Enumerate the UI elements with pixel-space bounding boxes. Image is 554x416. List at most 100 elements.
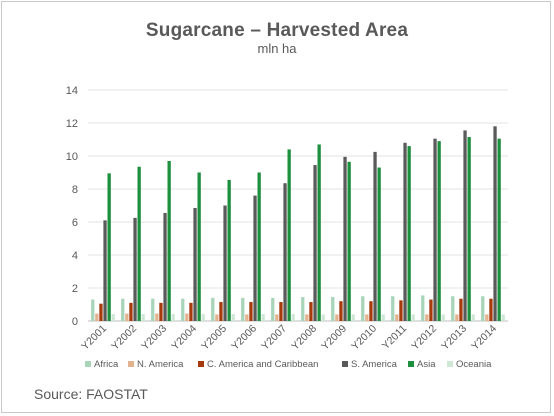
bar-africa	[451, 296, 455, 321]
bar-s-america	[313, 165, 317, 321]
bar-c-america-and-caribbean	[279, 302, 283, 321]
y-tick-label: 14	[66, 85, 78, 97]
legend-label: S. America	[351, 359, 398, 370]
x-tick-label: Y2013	[439, 323, 469, 353]
x-tick-label: Y2009	[319, 323, 349, 353]
gridlines	[88, 89, 508, 322]
bar-n-america	[395, 314, 399, 321]
bar-s-america	[223, 205, 227, 321]
bar-asia	[227, 179, 231, 321]
source-note: Source: FAOSTAT	[34, 386, 148, 402]
bar-oceania	[111, 314, 115, 321]
legend-label: Asia	[417, 359, 436, 370]
bar-oceania	[471, 314, 475, 321]
bar-asia	[107, 173, 111, 321]
bar-n-america	[365, 314, 369, 321]
legend-swatch	[342, 361, 348, 367]
bar-asia	[467, 137, 471, 321]
bar-asia	[407, 146, 411, 321]
bar-n-america	[425, 314, 429, 321]
bar-africa	[181, 298, 185, 321]
bar-c-america-and-caribbean	[129, 302, 133, 321]
bar-c-america-and-caribbean	[429, 299, 433, 321]
legend-swatch	[408, 361, 414, 367]
bar-s-america	[253, 195, 257, 321]
legend-swatch	[198, 361, 204, 367]
bar-africa	[331, 297, 335, 321]
bar-s-america	[163, 212, 167, 321]
bar-oceania	[321, 314, 325, 321]
bar-africa	[391, 296, 395, 321]
x-tick-label: Y2008	[289, 323, 319, 353]
bar-s-america	[433, 138, 437, 321]
bar-africa	[211, 297, 215, 321]
y-tick-label: 2	[72, 283, 78, 295]
bar-asia	[257, 172, 261, 321]
bar-africa	[301, 297, 305, 321]
bar-africa	[91, 299, 95, 321]
bar-africa	[151, 298, 155, 321]
bar-asia	[347, 161, 351, 321]
x-tick-label: Y2003	[139, 323, 169, 353]
bar-africa	[361, 296, 365, 321]
x-tick-label: Y2007	[259, 323, 289, 353]
bar-africa	[481, 296, 485, 321]
bar-c-america-and-caribbean	[219, 302, 223, 321]
bar-s-america	[343, 156, 347, 321]
bar-n-america	[95, 313, 99, 321]
bar-s-america	[373, 151, 377, 321]
x-tick-label: Y2014	[469, 323, 499, 353]
legend-label: N. America	[137, 359, 184, 370]
bar-c-america-and-caribbean	[339, 301, 343, 321]
y-tick-label: 10	[66, 151, 78, 163]
bar-oceania	[261, 314, 265, 321]
bar-oceania	[141, 314, 145, 321]
bar-asia	[167, 160, 171, 321]
bar-n-america	[155, 313, 159, 321]
bar-n-america	[215, 314, 219, 321]
x-axis-ticks: Y2001 Y2002 Y2003 Y2004 Y2005 Y2006 Y2007 Y2008…	[79, 323, 499, 353]
y-axis-ticks: 0 2 4 6 8 10 12 14	[66, 85, 78, 328]
bar-africa	[271, 297, 275, 321]
y-tick-label: 4	[72, 250, 78, 262]
bar-africa	[121, 298, 125, 321]
legend: Africa N. America C. America and Caribbean…	[85, 359, 492, 370]
bar-s-america	[403, 142, 407, 321]
bar-c-america-and-caribbean	[189, 302, 193, 321]
legend-swatch	[447, 361, 453, 367]
x-tick-label: Y2006	[229, 323, 259, 353]
bar-africa	[421, 295, 425, 321]
bar-africa	[241, 297, 245, 321]
bar-oceania	[231, 314, 235, 321]
bar-asia	[437, 141, 441, 321]
bar-n-america	[335, 314, 339, 321]
chart-title: Sugarcane – Harvested Area	[145, 20, 409, 41]
x-tick-label: Y2011	[380, 323, 410, 353]
bar-asia	[287, 149, 291, 321]
bar-s-america	[493, 126, 497, 321]
bar-oceania	[171, 314, 175, 321]
bar-oceania	[441, 314, 445, 321]
bar-n-america	[185, 313, 189, 321]
bar-oceania	[291, 314, 295, 321]
bar-asia	[497, 138, 501, 321]
bar-c-america-and-caribbean	[459, 298, 463, 321]
legend-label: Africa	[94, 359, 119, 370]
bar-n-america	[275, 314, 279, 321]
x-tick-label: Y2001	[79, 323, 109, 353]
legend-label: Oceania	[456, 359, 492, 370]
x-tick-label: Y2002	[109, 323, 139, 353]
bar-oceania	[351, 314, 355, 321]
bar-asia	[137, 166, 141, 321]
bar-asia	[317, 144, 321, 321]
bar-s-america	[103, 220, 107, 321]
bar-c-america-and-caribbean	[369, 301, 373, 321]
x-tick-label: Y2012	[409, 323, 439, 353]
y-tick-label: 6	[72, 217, 78, 229]
bar-s-america	[463, 130, 467, 321]
bar-n-america	[485, 314, 489, 321]
bar-c-america-and-caribbean	[309, 302, 313, 321]
bar-s-america	[193, 207, 197, 321]
